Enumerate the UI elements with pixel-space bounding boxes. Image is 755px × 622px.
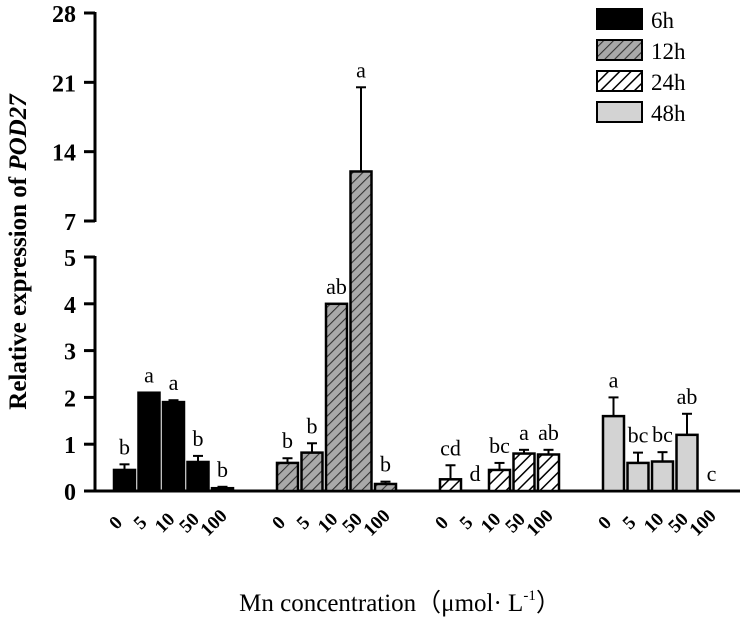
- x-tick-label-12h-0: 0: [268, 512, 290, 534]
- sig-label-48h-10: bc: [652, 422, 673, 447]
- bar-6h-10: [161, 400, 186, 493]
- x-tick-label-48h-0: 0: [594, 512, 616, 534]
- bar-6h-0: [112, 468, 137, 493]
- bar-24h-10: [487, 468, 512, 493]
- sig-label-12h-50: a: [356, 57, 366, 82]
- bar-6h-50: [186, 460, 210, 493]
- sig-label-6h-50: b: [193, 426, 204, 451]
- x-tick-label-24h-5: 5: [456, 512, 478, 534]
- legend-label-6h: 6h: [651, 8, 675, 33]
- x-axis-label-close: ）: [536, 589, 561, 617]
- sig-label-48h-5: bc: [628, 423, 649, 448]
- bar-48h-5: [626, 461, 650, 493]
- y-tick-label: 14: [52, 141, 76, 167]
- legend-label-24h: 24h: [651, 70, 686, 95]
- sig-label-48h-50: ab: [677, 384, 698, 409]
- bar-48h-0: [601, 414, 626, 493]
- legend-swatch-24h: [596, 70, 643, 92]
- bar-12h-50: [349, 170, 373, 493]
- y-tick-label: 1: [64, 433, 76, 459]
- sig-label-24h-50: a: [519, 420, 529, 445]
- sig-label-12h-100: b: [380, 452, 391, 477]
- y-tick-label: 21: [52, 71, 76, 97]
- legend-label-12h: 12h: [651, 39, 686, 64]
- bar-24h-0: [438, 478, 463, 493]
- bar-6h-5: [137, 391, 161, 493]
- sig-label-12h-0: b: [282, 428, 293, 453]
- sig-label-24h-10: bc: [489, 433, 510, 458]
- bar-12h-5: [300, 451, 324, 493]
- sig-label-24h-5: d: [470, 461, 481, 486]
- x-tick-label-12h-5: 5: [293, 512, 315, 534]
- bar-48h-10: [650, 460, 675, 493]
- bar-48h-50: [675, 433, 699, 493]
- x-tick-label-12h-100: 100: [360, 506, 395, 541]
- x-axis-label-sup: -1: [523, 588, 536, 604]
- sig-label-6h-5: a: [144, 363, 154, 388]
- x-tick-label-24h-100: 100: [523, 506, 558, 541]
- sig-label-12h-5: b: [307, 413, 318, 438]
- sig-label-24h-100: ab: [538, 420, 559, 445]
- sig-label-6h-0: b: [119, 434, 130, 459]
- x-axis-label-main: Mn concentration（μmol· L: [239, 589, 523, 617]
- sig-label-48h-0: a: [609, 367, 619, 392]
- y-axis-label: Relative expression of POD27: [5, 93, 32, 410]
- sig-label-24h-0: cd: [440, 435, 461, 460]
- y-tick-label: 28: [52, 2, 76, 28]
- x-tick-label-48h-100: 100: [686, 506, 721, 541]
- bar-24h-100: [536, 453, 561, 493]
- x-tick-label-48h-5: 5: [619, 512, 641, 534]
- bar-12h-10: [324, 302, 349, 493]
- x-axis-label: Mn concentration（μmol· L-1）: [239, 588, 561, 617]
- sig-label-6h-10: a: [169, 370, 179, 395]
- bar-12h-100: [373, 482, 398, 493]
- y-axis-label-prefix: Relative expression of: [5, 171, 32, 410]
- x-tick-label-24h-0: 0: [431, 512, 453, 534]
- legend-label-48h: 48h: [651, 101, 686, 126]
- legend: 6h 12h 24h 48h: [596, 8, 686, 126]
- x-tick-label-6h-5: 5: [130, 512, 152, 534]
- legend-swatch-12h: [596, 39, 643, 61]
- sig-label-48h-100: c: [707, 461, 717, 486]
- y-tick-label: 7: [64, 210, 76, 236]
- x-tick-label-6h-100: 100: [197, 506, 232, 541]
- bar-12h-0: [275, 461, 300, 493]
- sig-label-12h-10: ab: [326, 274, 347, 299]
- y-tick-label: 5: [64, 246, 76, 272]
- sig-label-6h-100: b: [217, 457, 228, 482]
- bar-24h-50: [512, 452, 536, 493]
- x-tick-label-6h-0: 0: [105, 512, 127, 534]
- y-tick-label: 4: [64, 293, 76, 319]
- legend-swatch-6h: [596, 8, 643, 30]
- y-tick-label: 0: [64, 480, 76, 506]
- legend-swatch-48h: [596, 101, 643, 123]
- bar-6h-100: [210, 486, 235, 493]
- y-axis-label-gene: POD27: [5, 93, 32, 172]
- y-ticks: 0 1 2 3 4 5 7 14 21 28: [52, 2, 95, 506]
- y-tick-label: 3: [64, 340, 76, 366]
- y-tick-label: 2: [64, 386, 76, 412]
